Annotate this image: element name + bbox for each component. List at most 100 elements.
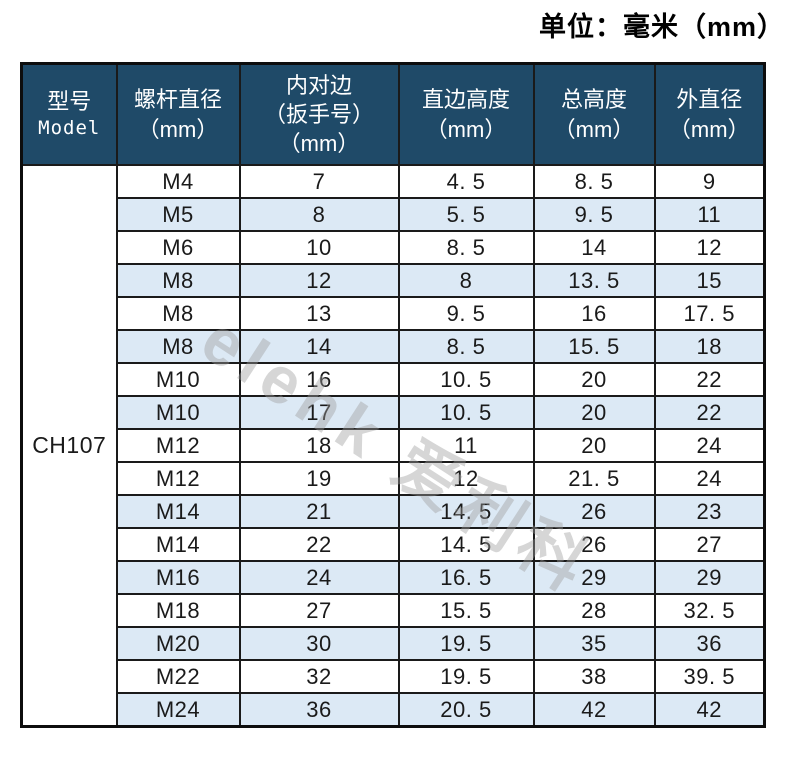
table-row: M5 8 5. 5 9. 5 11 (22, 197, 766, 232)
outer-diameter-cell: 18 (653, 329, 766, 364)
inner-flats-cell: 12 (238, 263, 400, 298)
straight-height-cell: 10. 5 (397, 395, 535, 430)
header-model-en: Model (38, 117, 101, 140)
straight-height-cell: 12 (397, 461, 535, 496)
outer-diameter-cell: 15 (653, 263, 766, 298)
table-row: M8 12 8 13. 5 15 (22, 263, 766, 298)
header-model-cn: 型号 (47, 89, 92, 115)
total-height-cell: 20 (532, 395, 656, 430)
inner-flats-cell: 13 (238, 296, 400, 331)
table-row: M14 21 14. 5 26 23 (22, 494, 766, 529)
outer-diameter-cell: 22 (653, 362, 766, 397)
total-height-cell: 16 (532, 296, 656, 331)
straight-height-cell: 19. 5 (397, 626, 535, 661)
header-inner-flats: 内对边 （扳手号） （mm） (238, 62, 400, 166)
screw-diameter-cell: M10 (115, 395, 241, 430)
screw-diameter-cell: M12 (115, 428, 241, 463)
total-height-cell: 29 (532, 560, 656, 595)
straight-height-cell: 5. 5 (397, 197, 535, 232)
outer-diameter-cell: 36 (653, 626, 766, 661)
outer-diameter-cell: 39. 5 (653, 659, 766, 694)
screw-diameter-cell: M8 (115, 296, 241, 331)
outer-diameter-cell: 24 (653, 461, 766, 496)
total-height-cell: 20 (532, 428, 656, 463)
table-row: M8 13 9. 5 16 17. 5 (22, 296, 766, 331)
model-cell: CH107 (20, 164, 118, 728)
inner-flats-cell: 24 (238, 560, 400, 595)
inner-flats-cell: 30 (238, 626, 400, 661)
outer-diameter-cell: 23 (653, 494, 766, 529)
outer-diameter-cell: 27 (653, 527, 766, 562)
straight-height-cell: 10. 5 (397, 362, 535, 397)
table-row: M6 10 8. 5 14 12 (22, 230, 766, 265)
total-height-cell: 21. 5 (532, 461, 656, 496)
straight-height-cell: 4. 5 (397, 164, 535, 199)
screw-diameter-cell: M20 (115, 626, 241, 661)
inner-flats-cell: 10 (238, 230, 400, 265)
screw-diameter-cell: M4 (115, 164, 241, 199)
table-row: M16 24 16. 5 29 29 (22, 560, 766, 595)
inner-flats-cell: 27 (238, 593, 400, 628)
header-row: 型号 Model 螺杆直径 （mm） 内对边 （扳手号） （mm） 直边高度 （… (20, 62, 766, 166)
inner-flats-cell: 17 (238, 395, 400, 430)
outer-diameter-cell: 17. 5 (653, 296, 766, 331)
screw-diameter-cell: M16 (115, 560, 241, 595)
inner-flats-cell: 16 (238, 362, 400, 397)
total-height-cell: 15. 5 (532, 329, 656, 364)
straight-height-cell: 16. 5 (397, 560, 535, 595)
outer-diameter-cell: 32. 5 (653, 593, 766, 628)
table-row: M24 36 20. 5 42 42 (22, 692, 766, 728)
straight-height-cell: 8 (397, 263, 535, 298)
straight-height-cell: 20. 5 (397, 692, 535, 728)
straight-height-cell: 14. 5 (397, 494, 535, 529)
straight-height-cell: 9. 5 (397, 296, 535, 331)
inner-flats-cell: 32 (238, 659, 400, 694)
total-height-cell: 26 (532, 527, 656, 562)
total-height-cell: 8. 5 (532, 164, 656, 199)
table-row: M10 16 10. 5 20 22 (22, 362, 766, 397)
inner-flats-cell: 18 (238, 428, 400, 463)
straight-height-cell: 14. 5 (397, 527, 535, 562)
header-screw-diameter: 螺杆直径 （mm） (115, 62, 241, 166)
screw-diameter-cell: M5 (115, 197, 241, 232)
inner-flats-cell: 14 (238, 329, 400, 364)
outer-diameter-cell: 24 (653, 428, 766, 463)
screw-diameter-cell: M6 (115, 230, 241, 265)
straight-height-cell: 11 (397, 428, 535, 463)
table-row: M12 18 11 20 24 (22, 428, 766, 463)
outer-diameter-cell: 9 (653, 164, 766, 199)
outer-diameter-cell: 29 (653, 560, 766, 595)
table-row: CH107 M4 7 4. 5 8. 5 9 (20, 164, 766, 728)
screw-diameter-cell: M14 (115, 494, 241, 529)
table-row: M22 32 19. 5 38 39. 5 (22, 659, 766, 694)
total-height-cell: 13. 5 (532, 263, 656, 298)
screw-diameter-cell: M22 (115, 659, 241, 694)
inner-flats-cell: 7 (238, 164, 400, 199)
screw-diameter-cell: M14 (115, 527, 241, 562)
outer-diameter-cell: 22 (653, 395, 766, 430)
inner-flats-cell: 8 (238, 197, 400, 232)
screw-diameter-cell: M10 (115, 362, 241, 397)
total-height-cell: 20 (532, 362, 656, 397)
screw-diameter-cell: M8 (115, 329, 241, 364)
screw-diameter-cell: M24 (115, 692, 241, 728)
total-height-cell: 42 (532, 692, 656, 728)
header-total-height: 总高度 （mm） (532, 62, 656, 166)
table-row: M10 17 10. 5 20 22 (22, 395, 766, 430)
inner-flats-cell: 36 (238, 692, 400, 728)
outer-diameter-cell: 42 (653, 692, 766, 728)
straight-height-cell: 19. 5 (397, 659, 535, 694)
table-row: M12 19 12 21. 5 24 (22, 461, 766, 496)
inner-flats-cell: 19 (238, 461, 400, 496)
total-height-cell: 35 (532, 626, 656, 661)
straight-height-cell: 8. 5 (397, 329, 535, 364)
total-height-cell: 28 (532, 593, 656, 628)
total-height-cell: 38 (532, 659, 656, 694)
header-straight-height: 直边高度 （mm） (397, 62, 535, 166)
table-row: M20 30 19. 5 35 36 (22, 626, 766, 661)
outer-diameter-cell: 11 (653, 197, 766, 232)
table-row: M8 14 8. 5 15. 5 18 (22, 329, 766, 364)
total-height-cell: 9. 5 (532, 197, 656, 232)
header-outer-diameter: 外直径 （mm） (653, 62, 766, 166)
header-model: 型号 Model (20, 62, 118, 166)
